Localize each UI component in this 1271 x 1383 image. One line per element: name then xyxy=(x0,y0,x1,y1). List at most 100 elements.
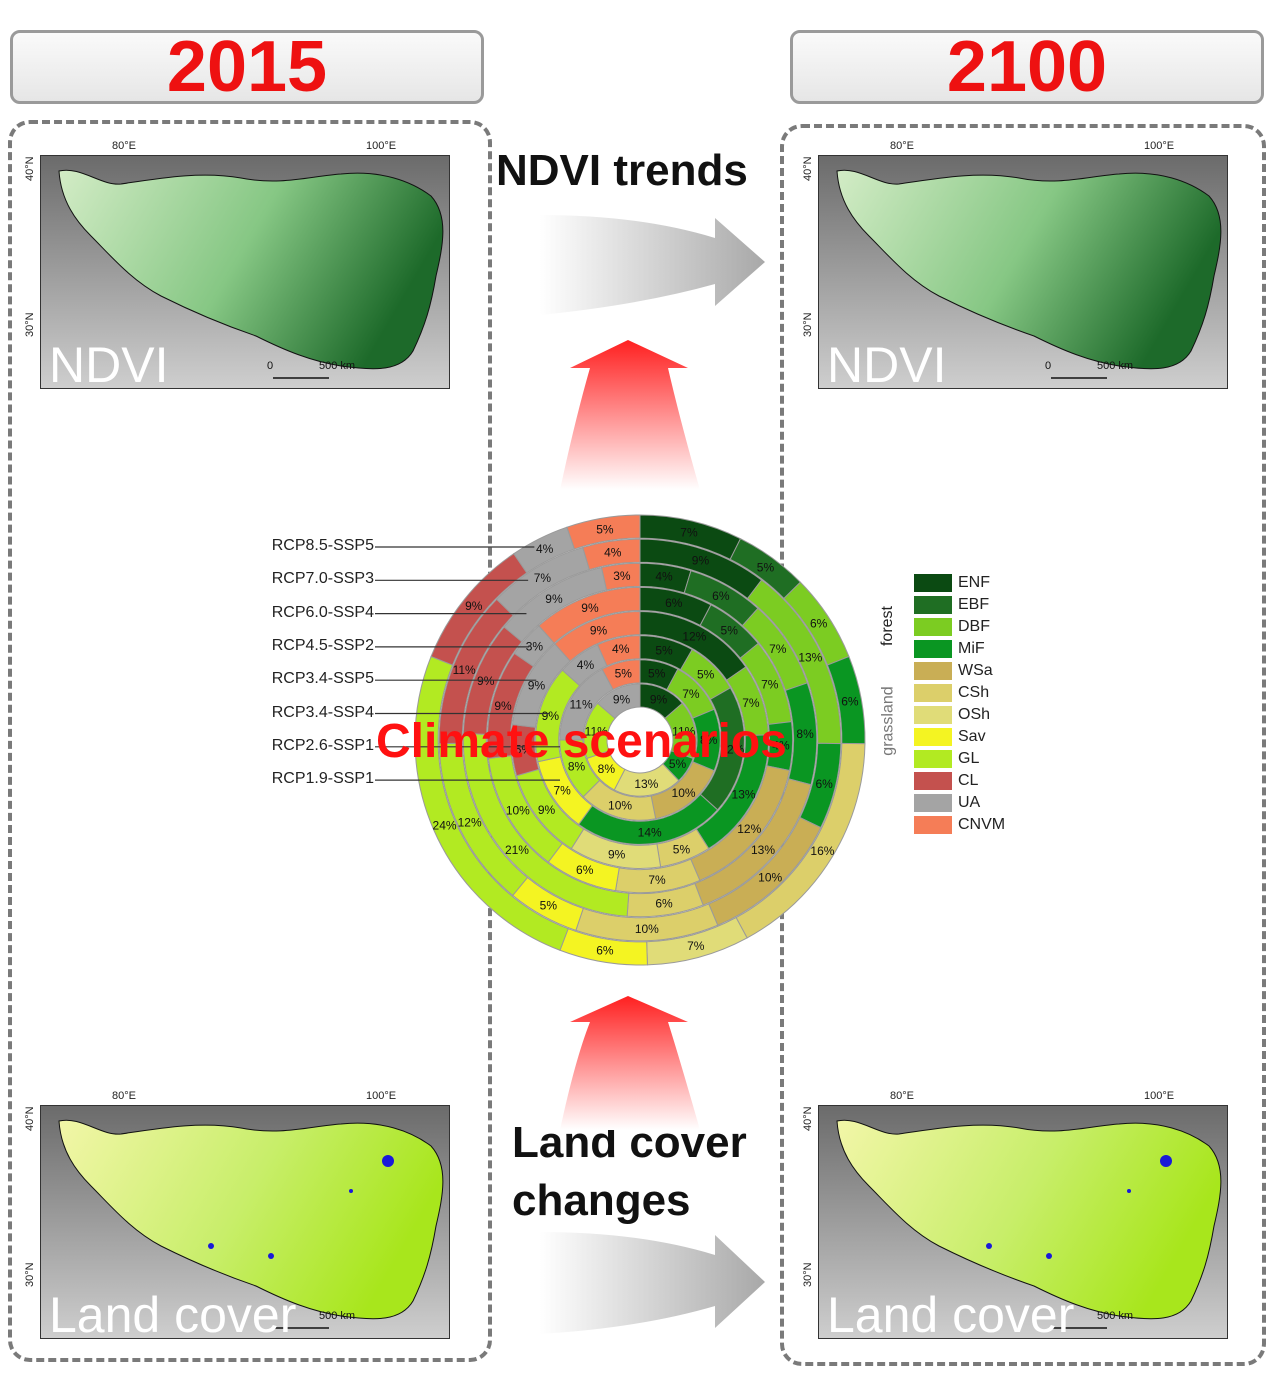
segment-value-label: 4% xyxy=(612,642,630,656)
segment-value-label: 9% xyxy=(528,679,546,693)
segment-value-label: 9% xyxy=(613,692,631,706)
segment-value-label: 6% xyxy=(655,896,673,910)
segment-value-label: 11% xyxy=(570,698,593,712)
map-label: NDVI xyxy=(827,337,947,389)
lon-tick-80: 80°E xyxy=(890,1090,914,1102)
legend-swatch xyxy=(914,662,952,680)
legend-item-MiF: MiF xyxy=(914,638,985,660)
legend-label: MiF xyxy=(958,640,985,657)
legend-swatch xyxy=(914,618,952,636)
legend-group-forest: forest xyxy=(879,605,897,647)
legend-swatch xyxy=(914,684,952,702)
legend-swatch xyxy=(914,772,952,790)
chart-hole xyxy=(608,708,672,772)
legend-label: UA xyxy=(958,794,981,811)
legend-label: CNVM xyxy=(958,816,1006,833)
segment-value-label: 7% xyxy=(687,939,705,953)
segment-value-label: 11% xyxy=(672,725,695,739)
segment-value-label: 11% xyxy=(453,663,476,677)
land-cover-changes-line2: changes xyxy=(512,1176,691,1225)
segment-value-label: 7% xyxy=(769,642,787,656)
legend-item-CNVM: CNVM xyxy=(914,814,1005,836)
segment-value-label: 10% xyxy=(758,870,782,884)
segment-value-label: 24% xyxy=(433,819,457,833)
legend-swatch xyxy=(914,794,952,812)
segment-value-label: 12% xyxy=(737,822,761,836)
legend-swatch xyxy=(914,816,952,834)
segment-value-label: 6% xyxy=(712,589,730,603)
segment-value-label: 9% xyxy=(538,803,556,817)
scenario-label: RCP3.4-SSP4 xyxy=(271,703,374,721)
ring-segment-CNVM xyxy=(554,610,641,662)
legend-item-GL: GL xyxy=(914,748,979,770)
ndvi-map-graphic xyxy=(819,156,1227,388)
segment-value-label: 21% xyxy=(505,843,529,857)
segment-value-label: 10% xyxy=(635,922,659,936)
year-2015-box: 2015 xyxy=(10,27,484,107)
segment-value-label: 5% xyxy=(655,643,673,657)
scenario-label: RCP3.4-SSP5 xyxy=(271,670,374,688)
land-map-graphic xyxy=(41,1106,449,1338)
scale-km: 500 km xyxy=(1097,360,1134,372)
segment-value-label: 8% xyxy=(598,762,616,776)
scale-zero: 0 xyxy=(1045,360,1052,372)
segment-value-label: 5% xyxy=(721,624,739,638)
segment-value-label: 9% xyxy=(590,624,608,638)
segment-value-label: 9% xyxy=(545,592,563,606)
segment-value-label: 14% xyxy=(638,825,662,839)
landcover-map-2015: Land cover 500 km xyxy=(40,1105,450,1339)
legend-label: CL xyxy=(958,772,979,789)
segment-value-label: 5% xyxy=(669,757,687,771)
segment-value-label: 5% xyxy=(757,560,775,574)
segment-value-label: 5% xyxy=(615,666,633,680)
segment-value-label: 13% xyxy=(751,843,775,857)
legend-item-UA: UA xyxy=(914,792,980,814)
ring-segment-CNVM xyxy=(582,538,641,571)
scenario-label: RCP2.6-SSP1 xyxy=(271,736,374,754)
ring-segment-CNVM xyxy=(600,562,641,591)
lon-tick-100: 100°E xyxy=(366,1090,397,1102)
segment-value-label: 12% xyxy=(720,743,744,757)
map-label: Land cover xyxy=(827,1287,1075,1339)
legend-item-ENF: ENF xyxy=(914,572,990,594)
segment-value-label: 5% xyxy=(648,666,666,680)
scenario-label: RCP1.9-SSP1 xyxy=(271,770,374,788)
segment-value-label: 7% xyxy=(682,687,700,701)
segment-value-label: 9% xyxy=(581,601,599,615)
segment-value-label: 13% xyxy=(732,787,756,801)
legend-item-OSh: OSh xyxy=(914,704,990,726)
segment-value-label: 13% xyxy=(798,650,822,664)
scenario-label: RCP7.0-SSP3 xyxy=(271,570,374,588)
segment-value-label: 5% xyxy=(515,742,533,756)
segment-value-label: 9% xyxy=(608,848,626,862)
segment-value-label: 3% xyxy=(613,569,631,583)
segment-value-label: 6% xyxy=(810,616,828,630)
segment-value-label: 13% xyxy=(634,777,658,791)
segment-value-label: 12% xyxy=(458,816,482,830)
scenario-label: RCP8.5-SSP5 xyxy=(271,537,374,554)
legend-label: OSh xyxy=(958,706,991,723)
segment-value-label: 12% xyxy=(682,629,706,643)
segment-value-label: 5% xyxy=(697,667,715,681)
segment-value-label: 3% xyxy=(526,639,544,653)
segment-value-label: 7% xyxy=(680,525,698,539)
segment-value-label: 10% xyxy=(506,804,530,818)
segment-value-label: 8% xyxy=(700,733,718,747)
segment-value-label: 6% xyxy=(576,863,594,877)
segment-value-label: 6% xyxy=(596,944,614,958)
ring-segment-CNVM xyxy=(601,659,641,691)
segment-value-label: 6% xyxy=(815,777,833,791)
land-map-graphic xyxy=(819,1106,1227,1338)
legend-item-EBF: EBF xyxy=(914,594,989,616)
legend-label: EBF xyxy=(958,596,990,613)
legend-item-WSa: WSa xyxy=(914,660,993,682)
year-2015-label: 2015 xyxy=(166,27,328,107)
legend-group-grassland: grassland xyxy=(879,686,897,756)
segment-value-label: 4% xyxy=(655,570,673,584)
ring-segment-CNVM xyxy=(596,635,641,667)
segment-value-label: 7% xyxy=(761,678,779,692)
legend-item-DBF: DBF xyxy=(914,616,990,638)
segment-value-label: 8% xyxy=(796,727,814,741)
legend-item-CL: CL xyxy=(914,770,978,792)
